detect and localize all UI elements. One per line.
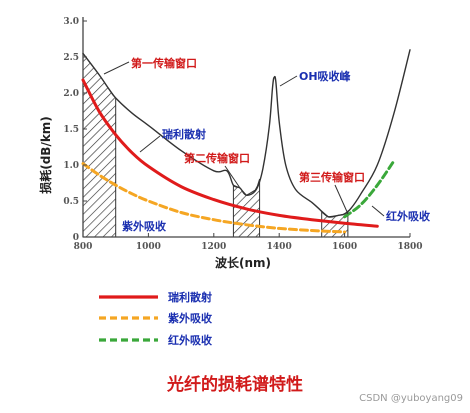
x-tick-label: 800 bbox=[74, 242, 93, 252]
legend-label-ir: 红外吸收 bbox=[168, 333, 212, 347]
x-tick-label: 1200 bbox=[201, 242, 226, 252]
annotation-rayleigh-leader bbox=[139, 135, 161, 153]
x-tick-label: 1400 bbox=[267, 242, 292, 252]
annotation-second-window: 第二传输窗口 bbox=[184, 151, 250, 165]
annotation-ir-absorption: 红外吸收 bbox=[386, 209, 430, 223]
legend: 瑞利散射 紫外吸收 红外吸收 bbox=[99, 290, 212, 347]
annotation-oh-peak: OH吸收峰 bbox=[299, 69, 352, 83]
y-tick-label: 0.5 bbox=[63, 197, 79, 207]
series-total-loss bbox=[82, 49, 411, 218]
y-tick-label: 1.0 bbox=[63, 161, 79, 171]
watermark: CSDN @yuboyang09 bbox=[359, 393, 463, 404]
window-hatch-1 bbox=[82, 51, 117, 238]
tick-labels: 0 0.5 1.0 1.5 2.0 2.5 3.0 800 1000 1200 1400 1600 18… bbox=[63, 17, 422, 252]
x-axis-label: 波长(nm) bbox=[215, 255, 271, 270]
series-rayleigh bbox=[81, 78, 379, 228]
series-ir-absorption bbox=[343, 159, 396, 219]
series-uv-absorption bbox=[81, 162, 347, 234]
annotation-first-window: 第一传输窗口 bbox=[131, 56, 197, 70]
y-tick-label: 2.5 bbox=[63, 53, 79, 63]
annotation-oh-peak-leader bbox=[279, 75, 298, 87]
y-tick-label: 2.0 bbox=[63, 89, 79, 99]
legend-label-uv: 紫外吸收 bbox=[168, 311, 212, 325]
y-tick-label: 0 bbox=[73, 233, 79, 243]
x-tick-label: 1800 bbox=[397, 242, 422, 252]
x-tick-label: 1000 bbox=[136, 242, 161, 252]
series-lines bbox=[81, 49, 411, 234]
x-tick-label: 1600 bbox=[332, 242, 357, 252]
annotation-third-window-leader bbox=[334, 184, 349, 215]
annotation-second-window-leader bbox=[224, 165, 241, 189]
figure-caption: 光纤的损耗谱特性 bbox=[166, 374, 303, 395]
annotation-uv-absorption: 紫外吸收 bbox=[122, 219, 166, 233]
y-tick-label: 1.5 bbox=[63, 125, 79, 135]
annotation-ir-absorption-leader bbox=[371, 205, 385, 217]
legend-label-rayleigh: 瑞利散射 bbox=[168, 290, 212, 304]
y-axis-label: 损耗(dB/km) bbox=[38, 116, 53, 194]
annotation-first-window-leader bbox=[103, 61, 130, 75]
annotation-third-window: 第三传输窗口 bbox=[299, 170, 365, 184]
annotation-rayleigh: 瑞利散射 bbox=[162, 127, 206, 141]
y-tick-label: 3.0 bbox=[63, 17, 79, 27]
